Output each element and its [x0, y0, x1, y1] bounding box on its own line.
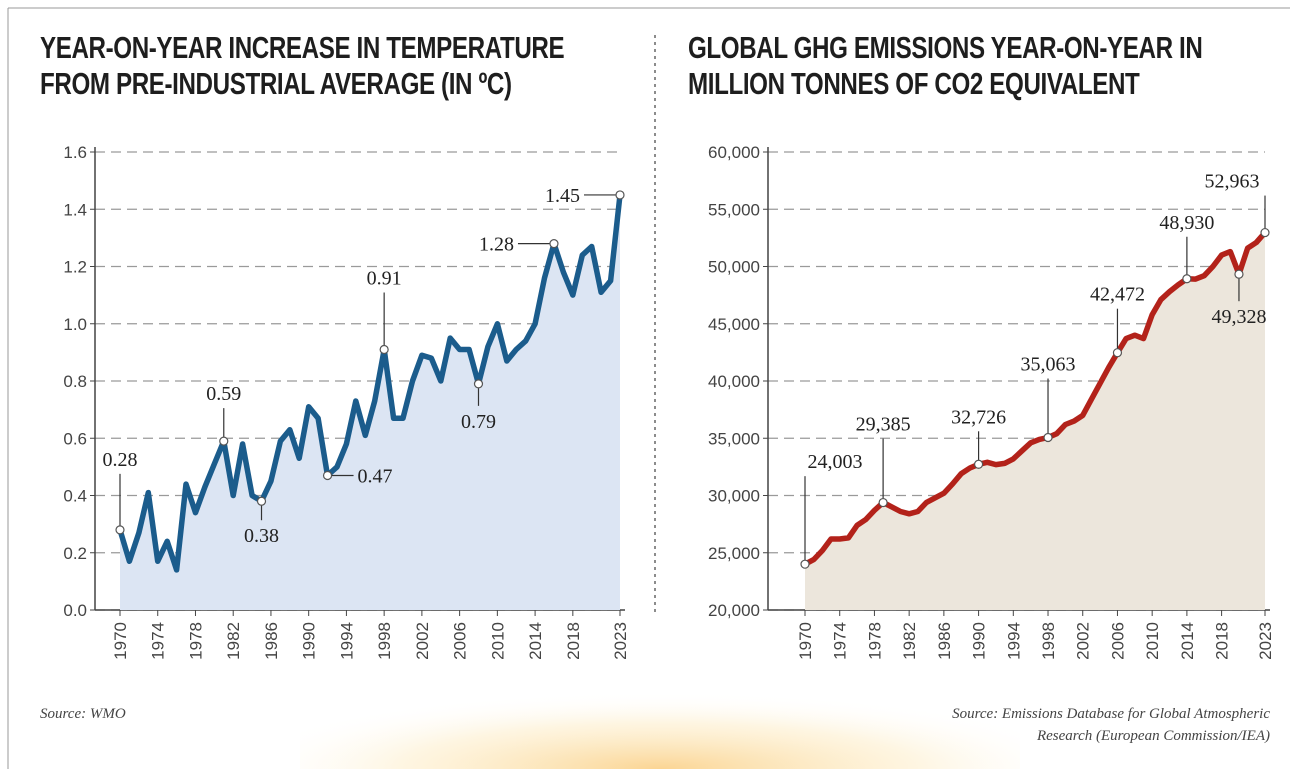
point-marker: [615, 190, 625, 200]
x-tick-label: 2018: [1213, 622, 1232, 660]
x-tick-label: 2014: [1178, 622, 1197, 660]
data-label: 35,063: [1021, 354, 1076, 376]
source: Source: Emissions Database for Global At…: [952, 706, 1270, 744]
x-tick-label: 2006: [1108, 622, 1127, 660]
point-marker: [473, 379, 484, 389]
data-label: 49,328: [1211, 306, 1266, 328]
point-marker: [1112, 348, 1123, 358]
point-marker: [219, 436, 229, 446]
y-tick-label: 0.6: [63, 429, 87, 448]
data-label: 42,472: [1090, 284, 1145, 306]
y-tick-label: 1.0: [63, 315, 87, 334]
source-line: Research (European Commission/IEA): [1036, 728, 1270, 744]
point-marker: [549, 239, 559, 249]
point-marker: [973, 459, 984, 469]
x-tick-label: 1982: [900, 622, 919, 660]
point-marker: [115, 525, 125, 535]
point-marker: [878, 497, 888, 508]
x-tick-label: 1974: [149, 622, 168, 660]
point-marker: [1234, 269, 1244, 279]
background-glow: [300, 640, 1020, 769]
data-label: 0.38: [244, 525, 279, 547]
x-tick-label: 1978: [865, 622, 884, 660]
x-tick-label: 1986: [262, 622, 281, 660]
x-tick-label: 2002: [1074, 622, 1093, 660]
data-label: 1.45: [545, 185, 580, 207]
data-label: 52,963: [1205, 171, 1260, 193]
y-tick-label: 60,000: [708, 143, 760, 162]
area: [120, 194, 620, 610]
y-tick-label: 30,000: [708, 487, 760, 506]
point-marker: [322, 470, 333, 481]
x-tick-label: 2023: [1256, 622, 1275, 660]
y-tick-label: 25,000: [708, 544, 760, 563]
y-tick-label: 1.2: [63, 258, 87, 277]
data-label: 29,385: [856, 414, 911, 436]
y-tick-label: 45,000: [708, 315, 760, 334]
x-tick-label: 1994: [337, 622, 356, 660]
x-tick-label: 1990: [970, 622, 989, 660]
x-tick-label: 1978: [186, 622, 205, 660]
data-label: 0.28: [103, 449, 138, 471]
y-tick-label: 35,000: [708, 429, 760, 448]
data-label: 32,726: [951, 406, 1006, 428]
point-marker: [379, 344, 389, 355]
x-tick-label: 1990: [300, 622, 319, 660]
y-tick-label: 40,000: [708, 372, 760, 391]
x-tick-label: 1982: [224, 622, 243, 660]
source: Source: WMO: [40, 706, 126, 722]
x-tick-label: 2002: [413, 622, 432, 660]
y-tick-label: 0.2: [63, 544, 87, 563]
y-tick-label: 55,000: [708, 200, 760, 219]
x-tick-label: 1970: [111, 622, 130, 660]
y-tick-label: 0.0: [63, 601, 87, 620]
data-label: 48,930: [1159, 212, 1214, 234]
chart-title: YEAR-ON-YEAR INCREASE IN TEMPERATURE FRO…: [40, 30, 565, 101]
data-label: 0.47: [358, 465, 393, 487]
x-tick-label: 1970: [796, 622, 815, 660]
x-tick-label: 1994: [1004, 622, 1023, 660]
line: [117, 194, 623, 573]
source-line: Source: Emissions Database for Global At…: [952, 706, 1270, 722]
point-marker: [256, 496, 267, 506]
x-tick-label: 1998: [1039, 622, 1058, 660]
x-tick-label: 2018: [564, 622, 583, 660]
data-label: 0.91: [367, 268, 402, 290]
chart-title: GLOBAL GHG EMISSIONS YEAR-ON-YEAR IN MIL…: [688, 30, 1203, 101]
y-tick-label: 20,000: [708, 601, 760, 620]
data-label: 0.59: [206, 383, 241, 405]
y-tick-label: 1.4: [63, 200, 87, 219]
data-label: 24,003: [808, 451, 863, 473]
x-tick-label: 2010: [1143, 622, 1162, 660]
x-tick-label: 2006: [451, 622, 470, 660]
y-tick-label: 0.4: [63, 487, 87, 506]
point-marker: [800, 559, 810, 569]
x-tick-label: 1986: [935, 622, 954, 660]
x-tick-label: 1998: [375, 622, 394, 660]
x-tick-label: 2010: [488, 622, 507, 660]
y-tick-label: 50,000: [708, 258, 760, 277]
point-marker: [1260, 227, 1270, 238]
point-marker: [1182, 274, 1192, 284]
point-marker: [1043, 432, 1053, 443]
y-tick-label: 0.8: [63, 372, 87, 391]
x-tick-label: 1974: [831, 622, 850, 660]
x-tick-label: 2014: [526, 622, 545, 660]
y-tick-label: 1.6: [63, 143, 87, 162]
data-label: 0.79: [461, 411, 496, 433]
data-label: 1.28: [479, 234, 514, 256]
x-tick-label: 2023: [611, 622, 630, 660]
